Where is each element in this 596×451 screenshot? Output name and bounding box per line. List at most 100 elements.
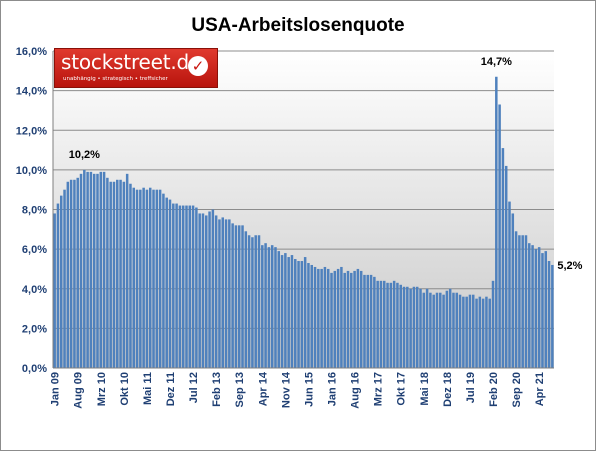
bar bbox=[198, 213, 201, 368]
bar bbox=[478, 296, 482, 368]
y-tick-label: 8,0% bbox=[22, 205, 47, 217]
bar bbox=[501, 148, 505, 368]
bar bbox=[53, 213, 56, 368]
x-tick-label: Nov 14 bbox=[280, 371, 292, 408]
bar bbox=[264, 243, 267, 368]
bar bbox=[224, 219, 228, 368]
bar bbox=[330, 272, 333, 368]
bar bbox=[475, 298, 478, 368]
bar bbox=[162, 193, 165, 368]
bar bbox=[99, 171, 103, 368]
bar bbox=[178, 205, 182, 368]
bar bbox=[485, 296, 488, 368]
data-label: 5,2% bbox=[557, 260, 582, 272]
bar bbox=[386, 282, 389, 368]
x-tick-label: Sep 13 bbox=[234, 372, 246, 407]
bar bbox=[399, 284, 402, 368]
bar bbox=[336, 268, 340, 368]
x-tick-label: Aug 16 bbox=[350, 372, 362, 409]
bar bbox=[333, 270, 337, 368]
bar bbox=[56, 203, 60, 368]
bar bbox=[211, 209, 215, 368]
bar bbox=[261, 245, 264, 368]
check-icon: ✓ bbox=[188, 56, 208, 76]
bar bbox=[369, 274, 373, 368]
bar bbox=[284, 253, 287, 368]
bar bbox=[531, 245, 534, 368]
bar bbox=[122, 181, 126, 368]
bar bbox=[152, 189, 155, 368]
bar bbox=[175, 203, 178, 368]
bar bbox=[172, 203, 175, 368]
bar bbox=[132, 187, 136, 368]
bar bbox=[274, 247, 277, 368]
bar bbox=[125, 173, 129, 368]
bar bbox=[412, 286, 416, 368]
bar bbox=[303, 257, 307, 368]
bar bbox=[343, 272, 346, 368]
y-tick-label: 16,0% bbox=[16, 46, 47, 58]
bar bbox=[201, 213, 205, 368]
bar bbox=[320, 268, 323, 368]
bar bbox=[92, 173, 96, 368]
bar bbox=[511, 213, 515, 368]
bar bbox=[76, 177, 79, 368]
bar bbox=[422, 292, 426, 368]
bar bbox=[307, 262, 310, 368]
bar bbox=[129, 183, 132, 368]
bar bbox=[247, 235, 251, 368]
bar bbox=[145, 189, 149, 368]
bar bbox=[109, 181, 112, 368]
x-tick-label: Feb 13 bbox=[211, 372, 223, 407]
bar bbox=[218, 219, 221, 368]
bar bbox=[514, 231, 518, 368]
bar bbox=[445, 290, 449, 368]
x-tick-label: Jan 09 bbox=[50, 372, 62, 406]
bar bbox=[313, 266, 317, 368]
bar bbox=[228, 219, 231, 368]
bar bbox=[257, 235, 261, 368]
x-tick-label: Mai 18 bbox=[419, 372, 431, 406]
bar bbox=[221, 217, 224, 368]
x-tick-label: Mrz 10 bbox=[96, 372, 108, 406]
bar bbox=[435, 292, 439, 368]
bar bbox=[326, 268, 330, 368]
bar bbox=[310, 264, 313, 368]
bar bbox=[139, 189, 142, 368]
bar bbox=[491, 280, 495, 368]
bar bbox=[205, 215, 208, 368]
bar bbox=[425, 288, 429, 368]
bar bbox=[214, 215, 218, 368]
bar bbox=[518, 235, 521, 368]
bar bbox=[188, 205, 192, 368]
bar bbox=[237, 225, 241, 368]
bar bbox=[495, 76, 498, 368]
bar bbox=[448, 288, 452, 368]
bar bbox=[383, 280, 386, 368]
x-tick-label: Jul 12 bbox=[188, 372, 200, 403]
chart-title: USA-Arbeitslosenquote bbox=[191, 15, 404, 36]
x-tick-label: Dez 18 bbox=[442, 372, 454, 407]
bar bbox=[471, 294, 475, 368]
bar bbox=[73, 179, 76, 368]
bar bbox=[409, 288, 412, 368]
bar bbox=[544, 251, 548, 368]
bar bbox=[280, 255, 284, 368]
bar bbox=[359, 270, 363, 368]
bar bbox=[300, 261, 304, 368]
bar bbox=[135, 189, 139, 368]
bar bbox=[148, 187, 152, 368]
y-tick-label: 2,0% bbox=[22, 323, 47, 335]
y-tick-label: 10,0% bbox=[16, 165, 47, 177]
bar bbox=[181, 205, 185, 368]
y-tick-label: 4,0% bbox=[22, 284, 47, 296]
bar bbox=[366, 274, 370, 368]
x-tick-label: Sep 20 bbox=[511, 372, 523, 407]
x-tick-label: Okt 17 bbox=[396, 372, 408, 406]
bar bbox=[439, 292, 442, 368]
bar bbox=[96, 173, 99, 368]
stockstreet-logo: stockstreet.de unabhängig • strategisch … bbox=[54, 48, 218, 88]
bar bbox=[251, 237, 254, 368]
bar bbox=[376, 280, 379, 368]
logo-slogan: unabhängig • strategisch • treffsicher bbox=[63, 76, 168, 82]
